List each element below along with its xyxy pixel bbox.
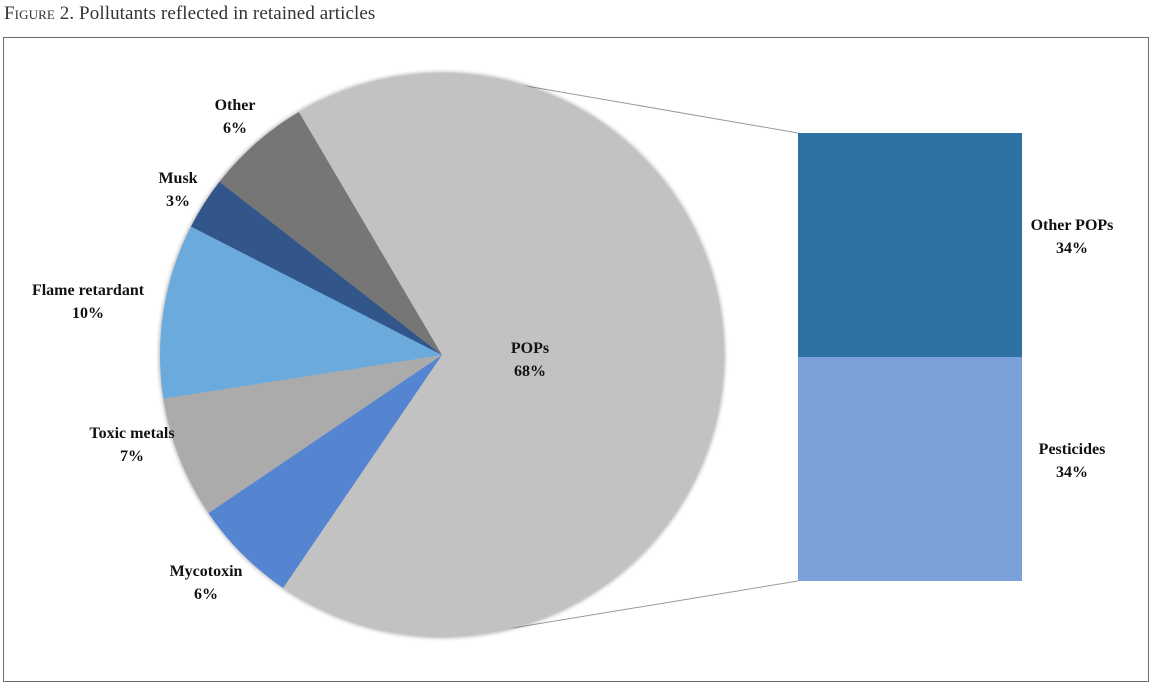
figure-caption: Figure 2. Pollutants reflected in retain… bbox=[4, 3, 375, 25]
slice-value-mycotoxin: 6% bbox=[194, 586, 218, 603]
slice-name-toxic-metals: Toxic metals bbox=[89, 425, 174, 442]
segment-value-other-pops: 34% bbox=[1056, 240, 1088, 257]
pie bbox=[160, 72, 724, 637]
segment-name-pesticides: Pesticides bbox=[1039, 441, 1106, 458]
segment-value-pesticides: 34% bbox=[1056, 464, 1088, 481]
slice-value-flame-retardant: 10% bbox=[72, 305, 104, 322]
pie-slice-toxic-metals bbox=[163, 355, 442, 514]
slice-name-flame-retardant: Flame retardant bbox=[32, 282, 145, 299]
pie-slice-musk bbox=[190, 181, 442, 355]
slice-value-pops: 68% bbox=[514, 363, 546, 380]
data-labels: POPs 68% Mycotoxin 6% Toxic metals 7% Flame re… bbox=[32, 97, 1113, 603]
pie-slice-other bbox=[219, 112, 442, 356]
slice-value-toxic-metals: 7% bbox=[120, 448, 144, 465]
pie-slice-mycotoxin bbox=[208, 355, 442, 588]
pie-slice-pops bbox=[283, 72, 724, 637]
slice-name-musk: Musk bbox=[158, 170, 197, 187]
slice-value-musk: 3% bbox=[166, 193, 190, 210]
slice-name-other: Other bbox=[215, 97, 256, 114]
bar-segment-other-pops bbox=[798, 133, 1022, 357]
slice-name-mycotoxin: Mycotoxin bbox=[170, 563, 243, 580]
segment-name-other-pops: Other POPs bbox=[1031, 217, 1114, 234]
bar-segment-pesticides bbox=[798, 357, 1022, 581]
figure-title: Pollutants reflected in retained article… bbox=[79, 3, 376, 24]
connector-line-top bbox=[479, 77, 799, 134]
pie-slice-flame-retardant bbox=[160, 226, 442, 399]
slice-name-pops: POPs bbox=[511, 340, 549, 357]
connector-lines bbox=[475, 77, 799, 635]
figure-number: Figure 2. bbox=[4, 3, 75, 24]
connector-line-bottom bbox=[475, 580, 799, 635]
stacked-bar bbox=[798, 133, 1022, 581]
slice-value-other: 6% bbox=[223, 120, 247, 137]
